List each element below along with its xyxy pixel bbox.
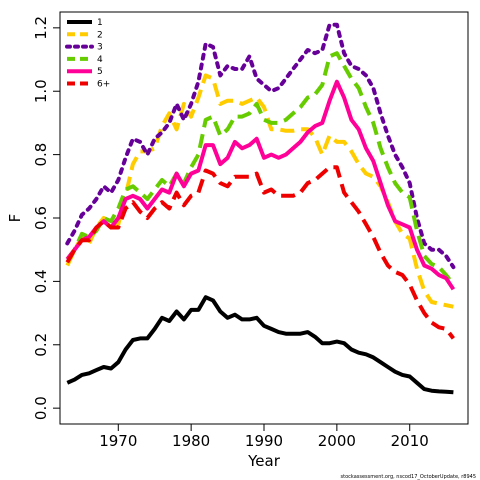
x-axis-title: Year	[247, 452, 281, 470]
series-line-6+	[65, 165, 455, 340]
x-tick-label: 1970	[99, 432, 137, 450]
legend-label: 3	[97, 43, 103, 53]
series-line-4	[65, 51, 455, 286]
y-tick-label: 1.2	[32, 16, 50, 40]
x-axis: 1970 1980 1990 2000 2010	[99, 424, 429, 450]
y-axis-title: F	[6, 214, 24, 223]
legend-label: 1	[97, 18, 103, 28]
series-line-3	[65, 22, 456, 270]
y-tick-label: 0.4	[32, 269, 50, 293]
x-tick-label: 2000	[318, 432, 356, 450]
legend-label: 4	[97, 55, 103, 65]
legend-label: 2	[97, 30, 103, 40]
x-tick-label: 1990	[245, 432, 283, 450]
x-tick-label: 2010	[391, 432, 429, 450]
y-tick-label: 0.8	[32, 143, 50, 167]
series-line-1	[66, 295, 454, 395]
credit-text: stockassessment.org, nscod17_OctoberUpda…	[341, 474, 476, 480]
x-tick-label: 1980	[172, 432, 210, 450]
y-tick-label: 0.6	[32, 206, 50, 230]
legend-label: 6+	[97, 80, 110, 90]
legend-label: 5	[97, 67, 103, 77]
legend: 1 2 3 4 5 6+	[65, 18, 110, 90]
y-axis: 0.0 0.2 0.4 0.6 0.8 1.0 1.2	[32, 16, 60, 420]
series-line-5	[65, 79, 456, 291]
y-tick-label: 0.0	[32, 396, 50, 420]
y-tick-label: 0.2	[32, 333, 50, 357]
y-tick-label: 1.0	[32, 79, 50, 103]
series-lines	[65, 22, 456, 395]
